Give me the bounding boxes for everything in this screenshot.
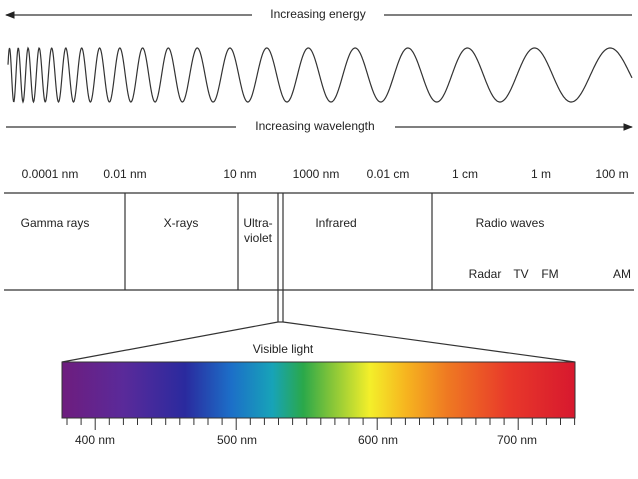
region-label: Radio waves (476, 216, 545, 230)
radio-band: AM (613, 267, 631, 281)
spectrum-ticks (66, 418, 576, 430)
radio-band: FM (541, 267, 558, 281)
scale-tick: 1 cm (452, 167, 478, 181)
scale-tick: 0.01 nm (103, 167, 146, 181)
radio-band: TV (513, 267, 528, 281)
radio-band: Radar (469, 267, 502, 281)
scale-tick: 1 m (531, 167, 551, 181)
region-label: Infrared (315, 216, 356, 230)
visible-tick: 400 nm (75, 433, 115, 447)
visible-spectrum (61, 361, 576, 419)
region-label: X-rays (164, 216, 199, 230)
zoom-line (282, 321, 576, 363)
visible-tick: 500 nm (217, 433, 257, 447)
visible-tick: 600 nm (358, 433, 398, 447)
visible-title: Visible light (253, 342, 314, 356)
scale-tick: 0.0001 nm (22, 167, 79, 181)
region-label: Gamma rays (21, 216, 90, 230)
zoom-line (61, 321, 279, 363)
wavelength-label: Increasing wavelength (255, 119, 374, 133)
scale-tick: 100 m (595, 167, 628, 181)
region-label: Ultra- (243, 216, 272, 230)
visible-tick: 700 nm (497, 433, 537, 447)
scale-tick: 1000 nm (293, 167, 340, 181)
energy-label: Increasing energy (270, 7, 365, 21)
scale-tick: 0.01 cm (367, 167, 410, 181)
region-label: violet (244, 231, 273, 245)
scale-tick: 10 nm (223, 167, 256, 181)
wave (7, 46, 633, 104)
